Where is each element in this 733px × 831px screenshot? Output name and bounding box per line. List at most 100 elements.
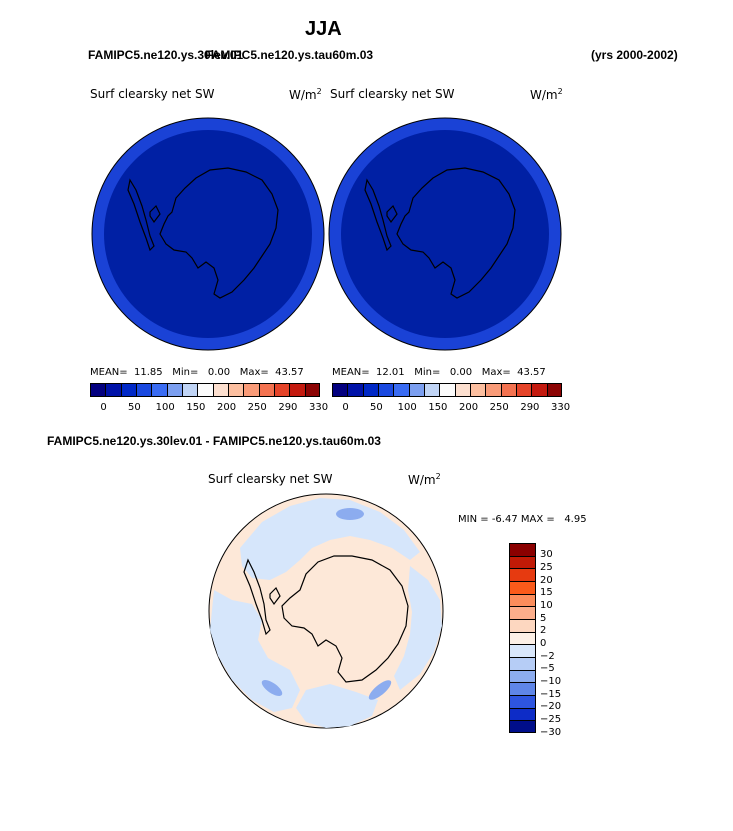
colorbar-tick-label: −5 — [540, 663, 555, 675]
colorbar-swatch — [90, 383, 106, 397]
colorbar-tick-label: −20 — [540, 701, 562, 713]
colorbar-swatch — [454, 383, 470, 397]
colorbar-swatch — [469, 383, 486, 397]
colorbar-swatch — [120, 383, 136, 397]
colorbar-swatch — [212, 383, 228, 397]
panel2-stats: MEAN= 12.01 Min= 0.00 Max= 43.57 — [332, 367, 546, 378]
colorbar-swatch — [135, 383, 152, 397]
colorbar-tick-label: −15 — [540, 688, 562, 700]
colorbar-tick-label: 100 — [397, 402, 417, 413]
case-a-label: FAMIPC5.ne120.ys.30lev.01 — [88, 48, 244, 62]
colorbar-swatch — [289, 383, 305, 397]
panel1-inner-region — [104, 130, 312, 338]
colorbar-swatch — [166, 383, 182, 397]
colorbar-swatch — [509, 580, 536, 594]
colorbar-tick-label: −2 — [540, 650, 555, 662]
diff-negative-region-south — [296, 684, 378, 728]
colorbar-swatch — [500, 383, 516, 397]
colorbar-tick-label: 290 — [278, 402, 298, 413]
colorbar-swatch — [509, 631, 536, 645]
colorbar-swatch — [509, 707, 536, 721]
panel2-title: Surf clearsky net SW — [330, 87, 455, 101]
colorbar-tick-label: 0 — [342, 402, 349, 413]
colorbar-tick-label: 10 — [540, 600, 553, 611]
colorbar-tick-label: 30 — [540, 549, 553, 561]
colorbar-swatch — [509, 682, 536, 695]
panel2-map — [328, 117, 562, 351]
colorbar-swatch — [509, 618, 536, 632]
colorbar-tick-label: 0 — [540, 638, 547, 649]
colorbar-swatch — [181, 383, 198, 397]
diff-strong-negative-patch — [261, 679, 283, 697]
panel2-antarctica-coastline — [364, 167, 516, 299]
colorbar-swatch — [423, 383, 440, 397]
colorbar-swatch — [258, 383, 274, 397]
colorbar-swatch — [509, 694, 536, 708]
colorbar-swatch — [105, 383, 121, 397]
colorbar-swatch — [439, 383, 455, 397]
colorbar-tick-label: 5 — [540, 612, 547, 624]
colorbar-tick-label: 200 — [459, 402, 479, 413]
diff-panel-title: Surf clearsky net SW — [208, 472, 333, 486]
colorbar-swatch — [509, 543, 536, 556]
panel2-units: W/m2 — [530, 87, 563, 102]
diff-title: FAMIPC5.ne120.ys.30lev.01 - FAMIPC5.ne12… — [47, 434, 381, 448]
colorbar-swatch — [546, 383, 562, 397]
colorbar-swatch — [304, 383, 320, 397]
colorbar-swatch — [362, 383, 378, 397]
colorbar-swatch — [509, 568, 536, 581]
colorbar-swatch — [197, 383, 213, 397]
colorbar-swatch — [273, 383, 290, 397]
diff-map — [208, 493, 444, 729]
colorbar-tick-label: 250 — [247, 402, 267, 413]
diff-antarctica-coastline — [243, 555, 409, 683]
panel1-map — [91, 117, 325, 351]
diff-negative-region-east — [394, 566, 442, 690]
diff-strong-negative-patch — [336, 508, 364, 520]
colorbar-swatch — [515, 383, 532, 397]
colorbar-swatch — [509, 669, 536, 683]
colorbar-swatch — [485, 383, 501, 397]
colorbar-tick-label: 150 — [186, 402, 206, 413]
colorbar-tick-label: 25 — [540, 562, 553, 573]
colorbar-tick-label: −25 — [540, 714, 562, 725]
diff-negative-region-north — [240, 498, 420, 580]
colorbar-tick-label: 200 — [217, 402, 237, 413]
colorbar-tick-label: 330 — [309, 402, 329, 413]
colorbar-swatch — [151, 383, 167, 397]
colorbar-tick-label: 50 — [128, 402, 141, 413]
panel2-inner-region — [341, 130, 549, 338]
colorbar-swatch — [408, 383, 424, 397]
panel1-colorbar — [90, 383, 320, 397]
colorbar-tick-label: 150 — [428, 402, 448, 413]
colorbar-tick-label: 50 — [370, 402, 383, 413]
diff-negative-region-west — [210, 590, 300, 712]
panel1-title: Surf clearsky net SW — [90, 87, 215, 101]
colorbar-swatch — [509, 720, 536, 733]
panel1-stats: MEAN= 11.85 Min= 0.00 Max= 43.57 — [90, 367, 304, 378]
diff-min-max: MIN = -6.47 MAX = 4.95 — [458, 514, 587, 525]
colorbar-tick-label: 100 — [155, 402, 175, 413]
colorbar-swatch — [227, 383, 244, 397]
panel1-antarctica-coastline — [127, 167, 279, 299]
colorbar-swatch — [509, 644, 536, 657]
colorbar-tick-label: −10 — [540, 676, 562, 687]
diff-colorbar — [509, 543, 536, 733]
case-b-label: FAMIPC5.ne120.ys.tau60m.03 — [205, 48, 374, 62]
colorbar-tick-label: 15 — [540, 587, 553, 599]
colorbar-swatch — [243, 383, 259, 397]
colorbar-tick-label: 0 — [100, 402, 107, 413]
colorbar-swatch — [332, 383, 348, 397]
colorbar-swatch — [509, 593, 536, 607]
colorbar-swatch — [509, 606, 536, 619]
colorbar-swatch — [531, 383, 547, 397]
years-label: (yrs 2000-2002) — [591, 48, 678, 62]
colorbar-tick-label: 330 — [551, 402, 571, 413]
season-title: JJA — [305, 18, 342, 40]
colorbar-tick-label: −30 — [540, 726, 562, 738]
colorbar-swatch — [509, 656, 536, 670]
diff-units: W/m2 — [408, 472, 441, 487]
colorbar-tick-label: 290 — [520, 402, 540, 413]
panel2-colorbar — [332, 383, 562, 397]
